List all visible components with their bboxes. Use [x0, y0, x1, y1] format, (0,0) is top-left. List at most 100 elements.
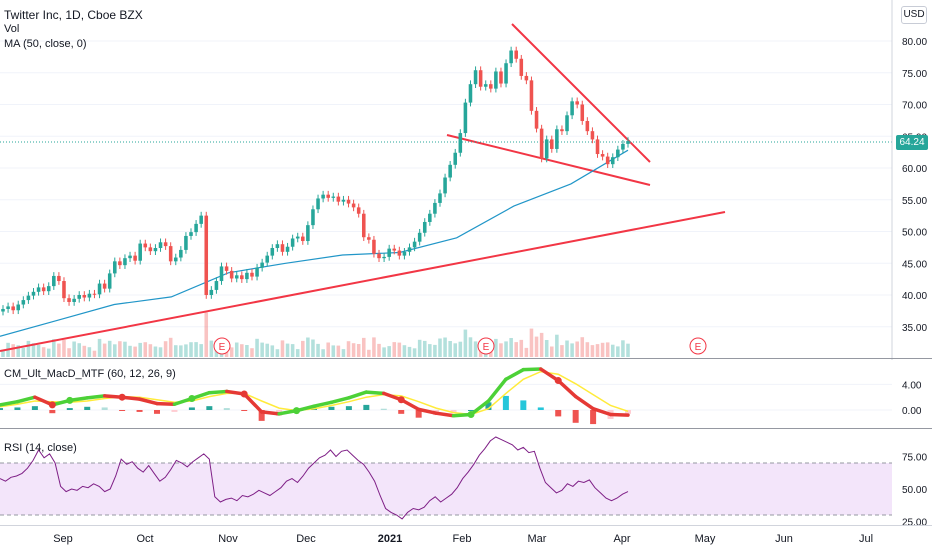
candle-body[interactable]	[46, 286, 51, 292]
candle-body[interactable]	[138, 243, 142, 261]
candle-body[interactable]	[285, 246, 290, 252]
lower-trendline[interactable]	[0, 211, 726, 352]
candle-body[interactable]	[41, 287, 46, 292]
candle-body[interactable]	[199, 215, 203, 224]
wedge-lower-trendline[interactable]	[446, 134, 651, 186]
candle-body[interactable]	[407, 247, 412, 252]
candle-body[interactable]	[316, 198, 320, 210]
macd-panel[interactable]: 4.00 0.00	[0, 359, 932, 429]
candle-body[interactable]	[224, 266, 229, 271]
candle-body[interactable]	[539, 128, 544, 159]
candle-body[interactable]	[402, 251, 407, 256]
candle-body[interactable]	[245, 272, 249, 280]
candle-body[interactable]	[168, 246, 173, 262]
candle-body[interactable]	[194, 223, 198, 233]
candle-body[interactable]	[346, 199, 351, 204]
candle-body[interactable]	[107, 273, 112, 289]
candle-body[interactable]	[610, 157, 615, 165]
candle-body[interactable]	[270, 248, 275, 256]
candle-body[interactable]	[534, 110, 539, 129]
candle-body[interactable]	[204, 215, 209, 295]
candle-body[interactable]	[102, 283, 107, 289]
candle-body[interactable]	[280, 244, 285, 252]
candle-body[interactable]	[97, 283, 102, 295]
candle-body[interactable]	[585, 121, 590, 132]
candle-body[interactable]	[417, 232, 422, 242]
candle-body[interactable]	[463, 102, 468, 134]
candle-body[interactable]	[580, 104, 585, 122]
candle-body[interactable]	[550, 139, 554, 149]
candle-body[interactable]	[367, 237, 371, 240]
candle-body[interactable]	[351, 203, 356, 208]
candle-body[interactable]	[240, 275, 244, 280]
candle-body[interactable]	[377, 253, 381, 259]
candle-body[interactable]	[255, 267, 259, 277]
candle-body[interactable]	[438, 193, 442, 203]
candle-body[interactable]	[229, 270, 234, 279]
candle-body[interactable]	[387, 248, 391, 257]
candle-body[interactable]	[143, 243, 148, 248]
candle-body[interactable]	[311, 209, 315, 226]
candle-body[interactable]	[453, 152, 458, 165]
candle-body[interactable]	[570, 101, 574, 116]
candle-body[interactable]	[290, 238, 295, 247]
candle-body[interactable]	[184, 235, 188, 250]
candle-body[interactable]	[118, 261, 122, 266]
candle-body[interactable]	[529, 80, 534, 111]
candle-body[interactable]	[11, 306, 15, 311]
candle-body[interactable]	[397, 250, 402, 256]
candle-body[interactable]	[260, 262, 264, 268]
candle-body[interactable]	[356, 207, 361, 214]
candle-body[interactable]	[214, 281, 219, 290]
candle-body[interactable]	[295, 236, 300, 239]
candle-body[interactable]	[524, 75, 529, 81]
candle-body[interactable]	[219, 266, 224, 282]
candle-body[interactable]	[158, 242, 163, 249]
candle-body[interactable]	[468, 84, 473, 103]
candle-body[interactable]	[128, 255, 132, 259]
candle-body[interactable]	[433, 202, 437, 214]
candle-body[interactable]	[72, 298, 76, 302]
candle-body[interactable]	[514, 50, 518, 59]
wedge-upper-trendline[interactable]	[511, 23, 651, 163]
candle-body[interactable]	[483, 84, 488, 87]
candle-body[interactable]	[616, 149, 620, 158]
candle-body[interactable]	[31, 291, 36, 296]
earnings-marker[interactable]	[477, 337, 495, 355]
candle-body[interactable]	[113, 261, 117, 274]
earnings-marker[interactable]	[689, 337, 707, 355]
candle-body[interactable]	[52, 275, 56, 287]
candle-body[interactable]	[36, 287, 41, 292]
candle-body[interactable]	[473, 70, 478, 85]
candle-body[interactable]	[153, 248, 158, 252]
candle-body[interactable]	[341, 199, 346, 202]
candle-body[interactable]	[544, 139, 549, 159]
candle-body[interactable]	[331, 196, 336, 198]
candle-body[interactable]	[179, 249, 183, 258]
candle-body[interactable]	[21, 300, 26, 305]
candle-body[interactable]	[6, 306, 10, 309]
candle-body[interactable]	[621, 143, 625, 150]
candle-body[interactable]	[275, 244, 280, 249]
candle-body[interactable]	[494, 71, 498, 89]
candle-body[interactable]	[173, 257, 178, 262]
candle-body[interactable]	[489, 84, 493, 89]
candle-body[interactable]	[519, 58, 524, 76]
candle-body[interactable]	[372, 239, 376, 254]
time-axis[interactable]: Sep Oct Nov Dec 2021 Feb Mar Apr May Jun Jul	[0, 525, 932, 550]
candle-body[interactable]	[565, 115, 569, 132]
candle-body[interactable]	[595, 139, 600, 155]
candle-body[interactable]	[26, 295, 31, 301]
candle-body[interactable]	[123, 258, 127, 266]
candle-body[interactable]	[265, 255, 270, 263]
candle-body[interactable]	[250, 272, 254, 277]
candle-body[interactable]	[62, 281, 66, 299]
candle-body[interactable]	[443, 177, 447, 194]
candle-body[interactable]	[626, 141, 630, 144]
price-chart[interactable]: EEE 80.0075.0070.0065.0060.0055.0050.004…	[0, 0, 932, 360]
candle-body[interactable]	[16, 304, 21, 311]
candle-body[interactable]	[600, 154, 605, 157]
candle-body[interactable]	[499, 71, 503, 84]
candle-body[interactable]	[77, 295, 81, 299]
candle-body[interactable]	[1, 308, 5, 312]
